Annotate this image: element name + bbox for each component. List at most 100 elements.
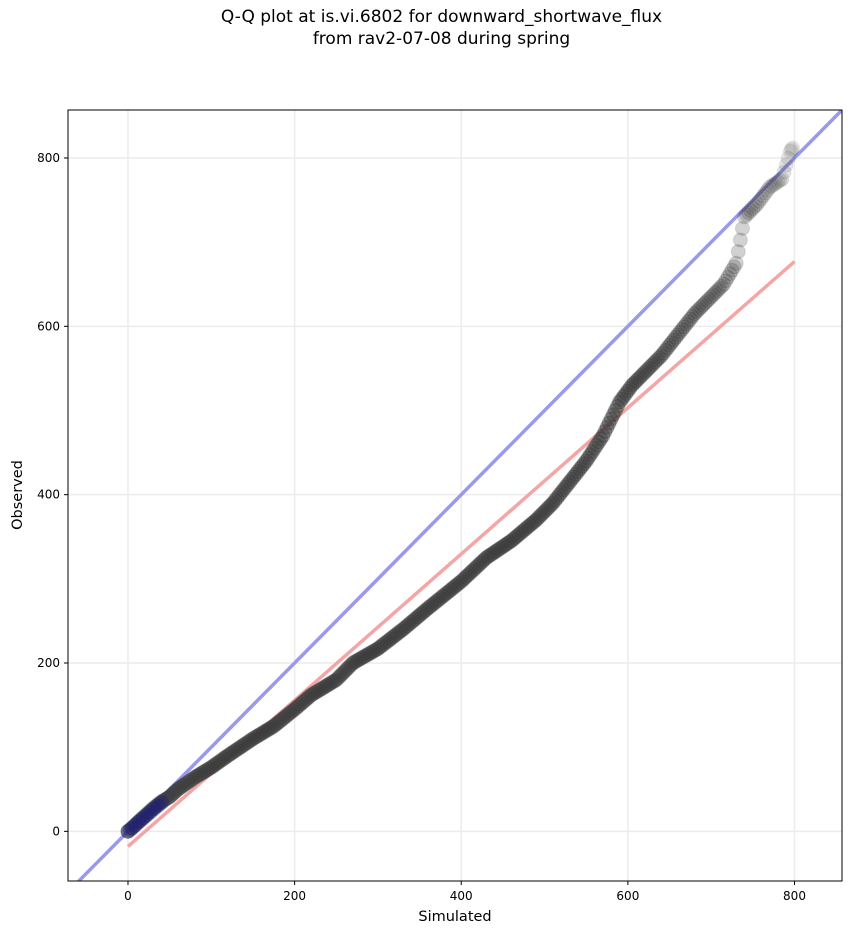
qq-point <box>345 655 361 671</box>
qq-point <box>537 503 553 519</box>
qq-point <box>397 620 413 636</box>
qq-point <box>480 548 496 564</box>
qq-point <box>464 564 480 580</box>
qq-point <box>580 450 596 466</box>
qq-point <box>447 578 463 594</box>
qq-point <box>170 781 186 797</box>
qq-point <box>524 515 540 531</box>
qq-point <box>641 360 657 376</box>
qq-point <box>276 710 292 726</box>
qq-point <box>166 785 182 801</box>
qq-point <box>374 637 390 653</box>
qq-point <box>737 209 753 225</box>
qq-point <box>255 724 271 740</box>
qq-point <box>232 739 248 755</box>
qq-point <box>778 157 794 173</box>
qq-point <box>389 626 405 642</box>
qq-point <box>516 522 532 538</box>
qq-point-low <box>154 795 170 811</box>
reference-lines <box>76 110 842 881</box>
qq-point <box>435 589 451 605</box>
qq-point <box>439 585 455 601</box>
qq-point <box>584 444 600 460</box>
qq-point <box>639 363 655 379</box>
qq-point <box>518 521 534 537</box>
qq-point <box>432 590 448 606</box>
qq-point <box>364 644 380 660</box>
qq-point <box>172 780 188 796</box>
qq-point <box>637 365 653 381</box>
chart-title-line-2: from rav2-07-08 during spring <box>312 29 571 49</box>
x-axis-label: Simulated <box>418 909 491 925</box>
qq-point <box>680 314 696 330</box>
qq-point <box>472 556 488 572</box>
qq-point <box>745 200 761 216</box>
qq-point <box>607 402 623 418</box>
qq-point <box>416 604 432 620</box>
qq-point <box>618 386 634 402</box>
qq-point <box>312 682 328 698</box>
qq-point <box>570 464 586 480</box>
qq-point <box>593 431 609 447</box>
qq-point <box>678 316 694 332</box>
qq-point <box>459 567 475 583</box>
qq-point <box>157 791 173 807</box>
qq-point <box>282 705 298 721</box>
x-tick-label: 600 <box>616 889 639 903</box>
qq-point <box>574 458 590 474</box>
qq-point <box>378 634 394 650</box>
qq-point <box>174 778 190 794</box>
qq-point <box>766 177 782 193</box>
qq-point <box>726 259 742 275</box>
qq-point-low <box>124 820 140 836</box>
qq-point <box>455 571 471 587</box>
qq-point <box>189 768 205 784</box>
qq-point <box>341 659 357 675</box>
qq-point <box>512 526 528 542</box>
y-tick-label: 200 <box>37 656 60 670</box>
qq-point <box>220 748 236 764</box>
y-tick-label: 800 <box>37 151 60 165</box>
qq-point <box>747 198 763 214</box>
qq-point <box>509 528 525 544</box>
quantile-points <box>120 140 801 839</box>
qq-point <box>543 497 559 513</box>
qq-point <box>330 670 346 686</box>
qq-point <box>441 583 457 599</box>
qq-point <box>568 466 584 482</box>
plot-frame <box>67 109 843 882</box>
qq-point <box>422 599 438 615</box>
qq-point <box>289 700 305 716</box>
qq-point <box>343 657 359 673</box>
qq-point <box>753 191 769 207</box>
qq-point <box>591 434 607 450</box>
qq-point <box>632 369 648 385</box>
qq-point <box>751 193 767 209</box>
qq-point <box>734 220 750 236</box>
qq-point <box>443 582 459 598</box>
qq-point <box>657 343 673 359</box>
qq-point <box>699 293 715 309</box>
qq-point <box>141 804 157 820</box>
qq-point <box>545 495 561 511</box>
qq-point <box>337 663 353 679</box>
qq-point <box>582 447 598 463</box>
qq-point <box>653 348 669 364</box>
qq-point <box>743 203 759 219</box>
qq-point <box>578 453 594 469</box>
qq-point <box>357 648 373 664</box>
qq-point <box>180 774 196 790</box>
qq-point <box>674 321 690 337</box>
qq-point <box>718 273 734 289</box>
qq-point <box>285 703 301 719</box>
qq-point <box>191 767 207 783</box>
qq-point <box>316 679 332 695</box>
qq-point <box>462 565 478 581</box>
chart-title: Q-Q plot at is.vi.6802 for downward_shor… <box>0 6 851 50</box>
qq-point <box>401 616 417 632</box>
qq-point <box>203 759 219 775</box>
qq-point <box>691 301 707 317</box>
qq-point <box>697 295 713 311</box>
qq-point <box>562 474 578 490</box>
qq-point <box>468 560 484 576</box>
